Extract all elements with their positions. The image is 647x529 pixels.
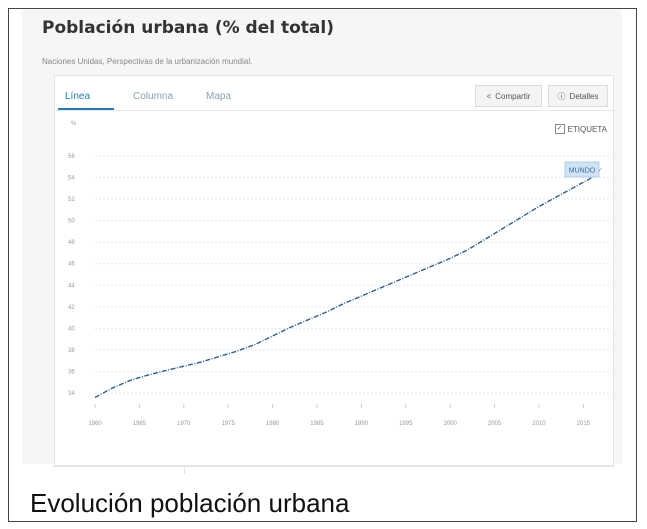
y-axis-unit: % <box>71 121 77 127</box>
y-tick-label: 38 <box>68 348 75 354</box>
details-label: Detalles <box>569 91 599 101</box>
y-tick-label: 46 <box>68 262 75 268</box>
y-tick-label: 54 <box>68 175 75 181</box>
tab-linea[interactable]: Línea <box>65 91 91 102</box>
series-label-box <box>564 161 600 178</box>
x-tick-label: 1975 <box>222 421 236 427</box>
x-tick-label: 1960 <box>88 421 102 427</box>
x-tick-label: 2010 <box>532 421 546 427</box>
image-caption: Evolución población urbana <box>30 488 350 518</box>
x-tick-label: 1970 <box>177 421 191 427</box>
footer-divider <box>184 466 185 474</box>
label-toggle-text: ETIQUETA <box>567 124 607 134</box>
label-toggle[interactable]: ✓ ETIQUETA <box>554 124 607 134</box>
tab-mapa[interactable]: Mapa <box>206 91 232 102</box>
y-tick-label: 50 <box>68 219 75 225</box>
active-tab-indicator <box>58 108 114 110</box>
y-tick-label: 42 <box>68 305 75 311</box>
y-tick-label: 36 <box>68 370 75 376</box>
series-line-mundo <box>94 168 602 399</box>
x-tick-label: 1985 <box>310 421 324 427</box>
x-tick-label: 1990 <box>355 421 369 427</box>
info-icon: ⓘ <box>557 91 566 101</box>
x-tick-label: 2005 <box>488 421 502 427</box>
share-label: Compartir <box>495 91 531 101</box>
y-tick-label: 44 <box>68 283 75 289</box>
checkbox-icon: ✓ <box>554 124 565 134</box>
series-label-mundo: MUNDO <box>564 161 600 178</box>
details-button[interactable]: ⓘ Detalles <box>548 85 608 107</box>
tab-columna[interactable]: Columna <box>133 91 174 102</box>
share-button[interactable]: < Compartir <box>475 85 542 107</box>
x-tick-label: 1980 <box>266 421 280 427</box>
y-tick-label: 52 <box>68 197 75 203</box>
x-tick-label: 1965 <box>133 421 147 427</box>
x-tick-label: 1995 <box>399 421 413 427</box>
y-tick-label: 56 <box>68 154 75 160</box>
y-tick-label: 40 <box>68 326 75 332</box>
chart-card: Línea Columna Mapa < Compartir ⓘ Detalle… <box>54 75 614 467</box>
tabs-divider <box>55 110 613 111</box>
share-icon: < <box>486 91 492 101</box>
page-title: Población urbana (% del total) <box>42 18 334 38</box>
y-tick-label: 34 <box>68 391 75 397</box>
y-tick-label: 48 <box>68 240 75 246</box>
series-label-text: MUNDO <box>569 168 596 175</box>
card-footer <box>54 465 614 474</box>
x-tick-label: 2015 <box>577 421 591 427</box>
source-subtitle: Naciones Unidas, Perspectivas de la urba… <box>42 57 253 66</box>
x-tick-label: 2000 <box>443 421 457 427</box>
